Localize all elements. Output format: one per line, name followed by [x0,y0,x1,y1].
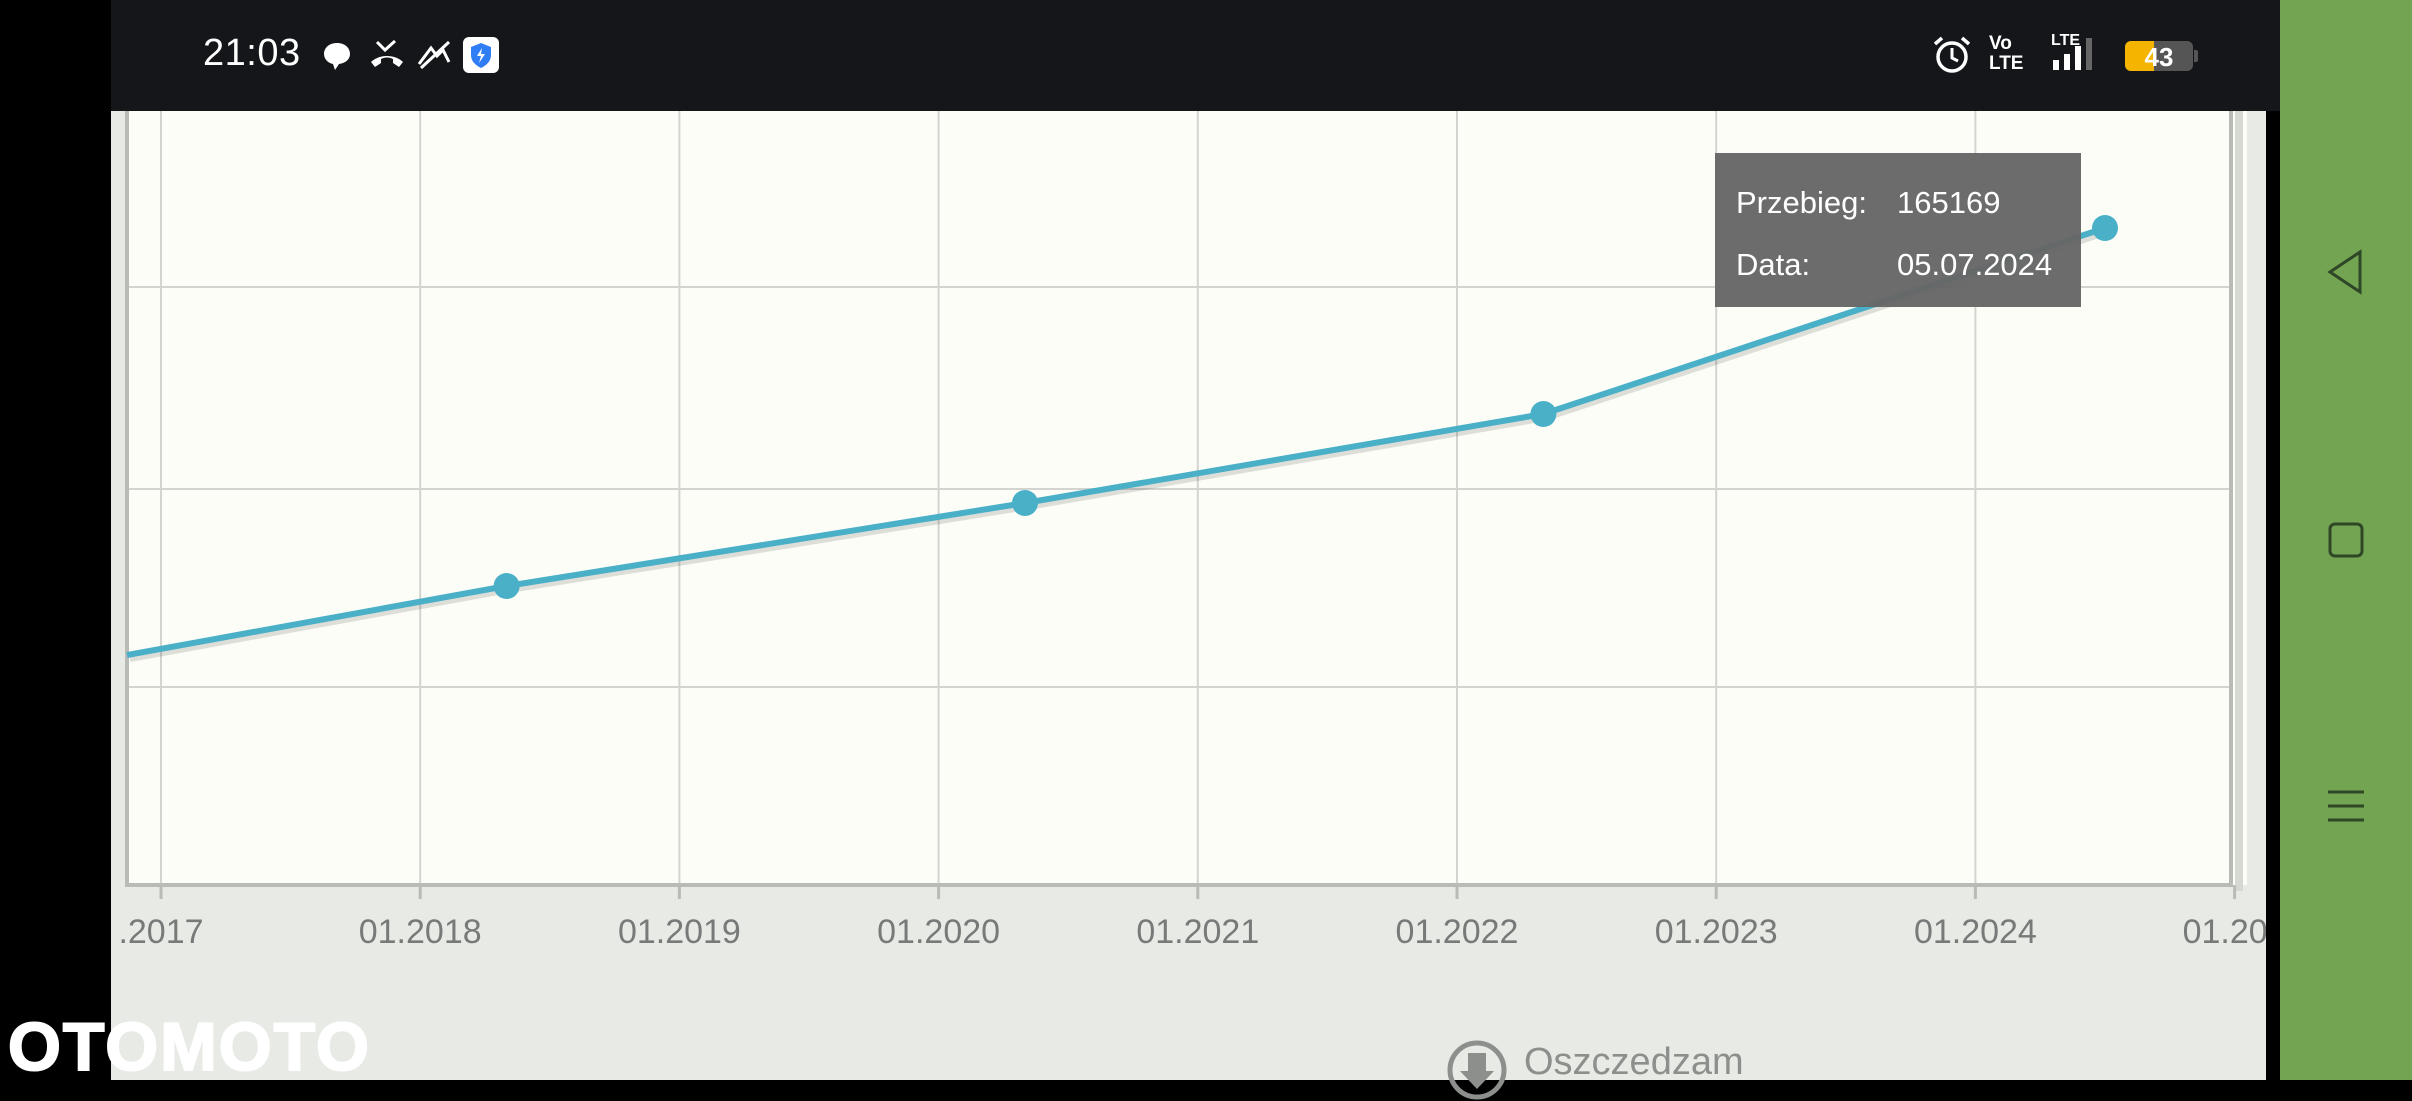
tooltip-date-value: 05.07.2024 [1897,247,2053,282]
x-tick-label: 01.2022 [1396,913,1519,951]
signal-no-icon [417,40,451,70]
plot-frame [125,111,2233,887]
missed-call-icon [371,39,403,67]
chart-grid [125,111,2243,891]
otomoto-watermark: OTOMOTO [7,1008,371,1086]
left-black-strip [0,0,111,1080]
home-square-icon[interactable] [2310,504,2382,576]
chart-series [126,215,2118,662]
battery-fill [2125,41,2155,71]
x-tick-label: 01.2023 [1655,913,1778,951]
data-point[interactable] [2092,215,2118,241]
x-tick-label: 01.2019 [618,913,741,951]
menu-lines-icon[interactable] [2310,770,2382,842]
data-point[interactable] [1012,490,1038,516]
x-tick-label: 01.2021 [1136,913,1259,951]
save-label: Oszczedzam [1524,1041,1744,1083]
volte-bottom-text: LTE [1989,53,2024,74]
lte-label: LTE [2051,32,2081,49]
tooltip-mileage-value: 165169 [1897,185,2001,220]
x-tick-label: 01.2018 [359,913,482,951]
status-bar: 21:03 Vo LTE LTE 43 [111,0,2280,111]
volte-icon: Vo LTE [1989,34,2029,78]
x-tick-label: 01.202 [2183,913,2266,951]
volte-top-text: Vo [1989,33,2012,54]
tooltip-date-label: Data: [1736,247,1811,282]
shield-app-icon [463,37,499,73]
data-point[interactable] [493,573,520,599]
navigation-bar [2280,0,2412,1080]
battery-indicator: 43 [2125,41,2193,71]
tooltip-mileage-label: Przebieg: [1736,185,1867,220]
data-point[interactable] [1530,401,1557,427]
lte-signal-icon: LTE [2043,32,2107,78]
battery-tip [2194,50,2198,62]
status-time: 21:03 [203,32,301,74]
chart-tooltip: Przebieg: 165169 Data: 05.07.2024 [1715,153,2081,307]
chat-bubble-icon [324,43,350,70]
chart-x-axis: .2017 01.2018 01.2019 01.2020 01.2021 01.2022… [118,885,2266,951]
back-triangle-icon[interactable] [2310,236,2382,308]
download-circle-icon [1447,1040,1507,1100]
alarm-icon [1933,36,1971,73]
x-tick-label: .2017 [118,913,203,951]
battery-level-text: 43 [2144,42,2174,71]
chart-panel: .2017 01.2018 01.2019 01.2020 01.2021 01.2022… [111,111,2266,1100]
x-tick-label: 01.2024 [1914,913,2037,951]
x-tick-label: 01.2020 [877,913,1000,951]
